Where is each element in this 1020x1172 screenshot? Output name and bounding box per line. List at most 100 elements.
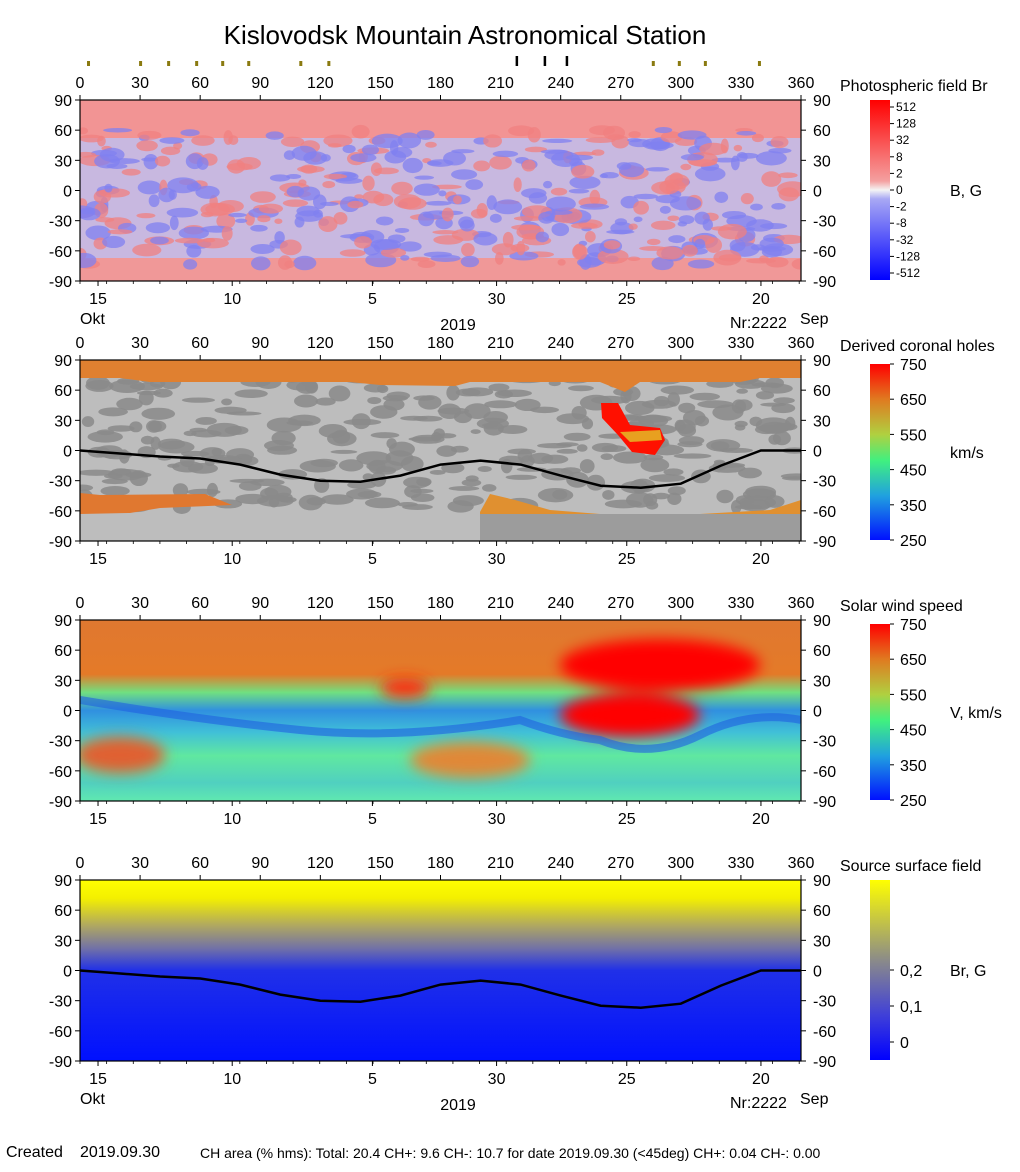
photo-patch (508, 125, 535, 137)
ch-gray-patch (653, 396, 670, 407)
colorbar-label-source_surface-1: 0,1 (900, 999, 922, 1016)
wind-fast-north (560, 639, 760, 691)
xtick-label-30: 30 (131, 75, 149, 92)
ytick-left--60: -60 (49, 244, 72, 261)
ch-gray-patch (464, 403, 491, 419)
date-tick-25: 25 (618, 551, 636, 568)
xtick-label-180: 180 (427, 75, 454, 92)
xtick-label-90: 90 (251, 855, 269, 872)
ch-gray-patch (167, 463, 180, 468)
ch-gray-patch (221, 398, 233, 406)
photo-patch (80, 127, 89, 135)
photo-patch (384, 150, 407, 164)
ytick-right-60: 60 (813, 903, 831, 920)
photo-patch (542, 138, 573, 144)
photo-patch (425, 141, 437, 148)
photo-patch (758, 246, 786, 252)
ch-gray-patch (738, 467, 762, 479)
photo-patch (702, 218, 713, 231)
photo-patch (746, 219, 774, 232)
ch-gray-patch (768, 434, 782, 445)
photo-patch (459, 219, 475, 232)
photo-patch (579, 203, 610, 210)
photo-patch (705, 237, 723, 253)
photo-patch (711, 157, 740, 163)
colorbar-label-photospheric-3: 8 (896, 150, 903, 164)
photo-patch (136, 213, 156, 219)
colorbar-label-source_surface-0: 0,2 (900, 963, 922, 980)
colorbar-label-source_surface-2: 0 (900, 1035, 909, 1052)
date-tick-15: 15 (89, 1071, 107, 1088)
photo-patch (791, 258, 801, 270)
photo-patch (687, 259, 715, 269)
ch-gray-patch (640, 457, 670, 473)
photo-patch (375, 216, 394, 226)
ytick-left-90: 90 (54, 353, 72, 370)
bottom-year-photospheric: 2019 (440, 317, 476, 334)
ch-gray-patch (461, 479, 482, 487)
ytick-right--90: -90 (813, 534, 836, 551)
ch-gray-patch (667, 486, 686, 496)
photo-patch (174, 237, 204, 244)
ch-gray-patch (689, 392, 721, 401)
xtick-label-360: 360 (788, 855, 815, 872)
xtick-label-300: 300 (667, 335, 694, 352)
xtick-label-60: 60 (191, 75, 209, 92)
ch-gray-patch (96, 429, 115, 436)
ch-gray-patch (556, 448, 578, 454)
photo-patch (645, 167, 670, 172)
photo-patch (433, 235, 464, 245)
ytick-right-90: 90 (813, 613, 831, 630)
photo-patch (778, 187, 800, 202)
xtick-label-0: 0 (76, 595, 85, 612)
photo-patch (394, 227, 410, 233)
xtick-label-120: 120 (307, 855, 334, 872)
photo-patch (280, 136, 305, 147)
photo-patch (551, 222, 570, 237)
date-tick-15: 15 (89, 291, 107, 308)
ch-gray-patch (771, 403, 796, 414)
ch-gray-patch (364, 497, 400, 509)
photo-patch (186, 244, 202, 258)
photo-patch (85, 225, 111, 241)
photo-patch (269, 174, 291, 182)
photo-patch (599, 173, 608, 179)
photo-patch (293, 255, 317, 271)
photo-patch (494, 251, 504, 265)
ch-gray-patch (740, 499, 771, 512)
ch-gray-patch (602, 489, 615, 500)
ytick-left-60: 60 (54, 903, 72, 920)
photo-patch (277, 255, 293, 270)
ch-gray-patch (206, 482, 218, 498)
top-marker-olive-0 (87, 61, 91, 66)
photo-patch (80, 151, 97, 158)
photo-patch (680, 154, 704, 161)
photo-patch (104, 183, 113, 193)
photo-patch (651, 181, 680, 195)
ch-neutral-line (80, 449, 801, 489)
colorbar-label-photospheric-8: -32 (896, 233, 914, 247)
photo-patch (235, 218, 248, 223)
photo-patch (654, 126, 673, 134)
photo-patch (228, 212, 247, 218)
colorbar-label-coronal_holes-5: 250 (900, 533, 927, 550)
photo-patch (538, 211, 555, 224)
ytick-left-30: 30 (54, 153, 72, 170)
xtick-label-150: 150 (367, 75, 394, 92)
photo-patch (370, 162, 382, 177)
top-marker-black-1 (543, 56, 547, 66)
photo-patch (137, 130, 162, 140)
ch-gray-patch (388, 441, 415, 457)
ch-gray-patch (138, 390, 154, 406)
ch-gray-patch (613, 451, 648, 464)
ytick-left--60: -60 (49, 504, 72, 521)
ch-gray-patch (481, 423, 498, 428)
colorbar-label-photospheric-2: 32 (896, 133, 910, 147)
ch-gray-patch (293, 394, 319, 408)
xtick-label-180: 180 (427, 855, 454, 872)
xtick-label-300: 300 (667, 75, 694, 92)
ytick-right--90: -90 (813, 794, 836, 811)
photo-patch (489, 213, 502, 223)
